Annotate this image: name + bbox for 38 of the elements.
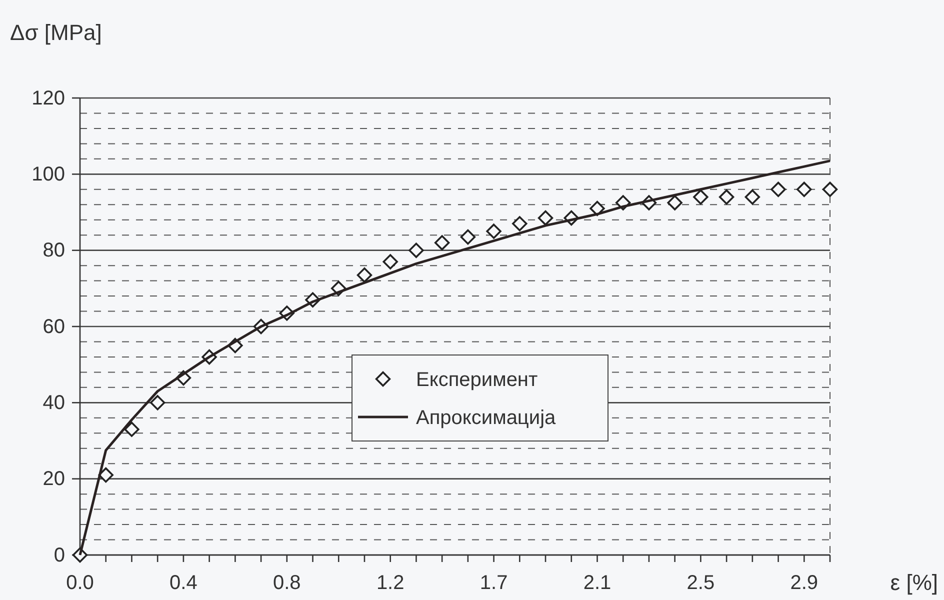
y-tick-label: 100 [32, 164, 65, 186]
y-axis-title: Δσ [MPa] [10, 20, 102, 45]
point [460, 229, 476, 245]
point [98, 467, 114, 483]
x-tick-label: 0.8 [272, 572, 301, 594]
x-tick-label: 0.0 [66, 572, 94, 594]
point [770, 182, 786, 198]
x-tick-label: 2.1 [583, 572, 612, 594]
point [590, 200, 605, 216]
x-tick-label: 1.2 [376, 572, 404, 594]
x-tick-label: 0.4 [170, 572, 198, 594]
point [124, 422, 140, 437]
point [796, 182, 812, 198]
x-tick-label: 1.7 [480, 572, 508, 594]
point [512, 216, 528, 232]
point [150, 395, 166, 410]
point [434, 235, 450, 250]
point [744, 189, 760, 205]
point [538, 210, 554, 226]
point [356, 267, 372, 283]
legend-label: Апроксимација [416, 407, 557, 429]
point [382, 254, 398, 270]
point [486, 224, 502, 239]
point [693, 189, 708, 205]
y-tick-label: 40 [42, 392, 65, 414]
y-tick-label: 20 [42, 468, 65, 490]
point [408, 242, 424, 258]
x-tick-label: 2.5 [686, 572, 715, 594]
y-tick-label: 120 [32, 87, 65, 110]
y-tick-label: 80 [42, 240, 65, 262]
x-axis-title: ε [%] [890, 570, 938, 595]
point [667, 195, 682, 210]
y-tick-label: 60 [42, 316, 65, 338]
point [822, 182, 838, 198]
y-tick-label: 0 [54, 544, 65, 566]
legend-label: Експеримент [416, 369, 538, 391]
x-tick-label: 2.9 [790, 572, 818, 594]
point [718, 189, 734, 205]
